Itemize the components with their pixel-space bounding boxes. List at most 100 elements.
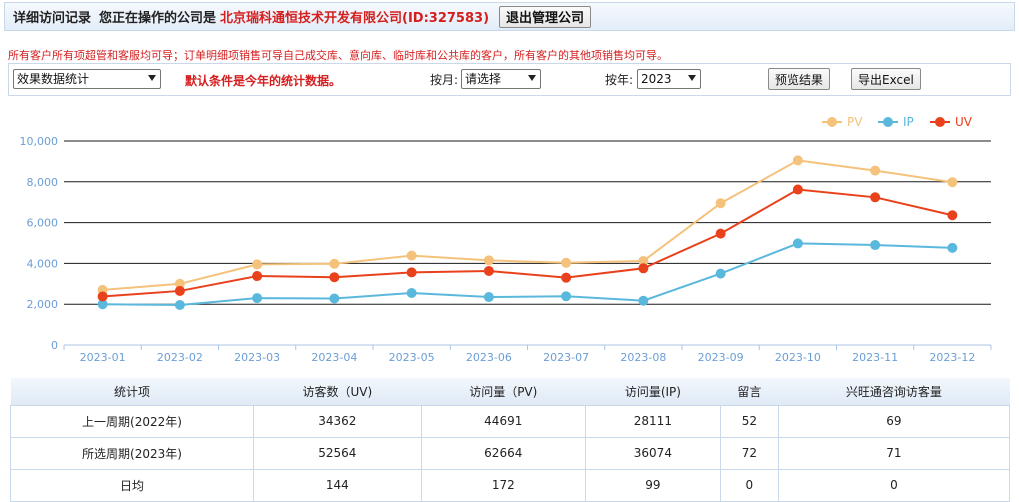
- table-cell: 62664: [420, 436, 586, 470]
- data-point: [715, 268, 726, 279]
- table-cell: 99: [584, 468, 721, 502]
- table-cell: 0: [719, 468, 779, 502]
- preview-button[interactable]: 预览结果: [768, 68, 831, 90]
- data-point: [792, 184, 803, 195]
- data-point: [947, 177, 958, 188]
- data-point: [870, 240, 881, 251]
- table-row: 所选周期(2023年) 52564 62664 36074 72 71: [10, 436, 1011, 470]
- data-point: [561, 272, 572, 283]
- column-header: 兴旺通咨询访客量: [778, 378, 1010, 405]
- data-point: [870, 192, 881, 203]
- x-axis-ticks: 2023-01 2023-02 2023-03 2023-04 2023-05 2023-…: [63, 345, 992, 364]
- data-point: [947, 242, 958, 253]
- export-excel-button[interactable]: 导出Excel: [851, 68, 921, 90]
- series-line: [102, 159, 953, 291]
- table-row: 上一周期(2022年) 34362 44691 28111 52 69: [10, 404, 1011, 438]
- operating-label: 您正在操作的公司是: [99, 11, 217, 26]
- series-uv: [97, 184, 958, 302]
- table-cell: 69: [777, 404, 1011, 438]
- table-cell: 36074: [584, 436, 721, 470]
- chart-legend[interactable]: PV IP UV: [822, 115, 973, 129]
- legend-item-ip[interactable]: IP: [878, 115, 914, 129]
- legend-marker: [883, 117, 893, 127]
- table-cell: 52564: [252, 436, 422, 470]
- table-cell: 所选周期(2023年): [10, 436, 254, 470]
- stat-type-value: 效果数据统计: [17, 72, 90, 86]
- data-point: [252, 271, 263, 282]
- y-tick-label: 0: [51, 339, 58, 352]
- data-point: [97, 299, 108, 310]
- x-tick-label: 2023-08: [620, 351, 666, 364]
- table-cell: 52: [719, 404, 779, 438]
- exit-company-button[interactable]: 退出管理公司: [499, 5, 592, 28]
- data-point: [483, 292, 494, 303]
- year-label: 按年:: [605, 73, 634, 87]
- table-header-row: 统计项 访客数（UV) 访问量（PV) 访问量(IP) 留言 兴旺通咨询访客量: [10, 378, 1010, 405]
- data-point: [947, 210, 958, 221]
- x-tick-label: 2023-02: [157, 351, 203, 364]
- table-cell: 72: [719, 436, 779, 470]
- series-pv: [97, 155, 958, 295]
- month-label: 按月:: [430, 73, 459, 87]
- data-point: [638, 263, 649, 274]
- legend-label: UV: [955, 115, 973, 129]
- y-tick-label: 4,000: [27, 257, 59, 270]
- month-select[interactable]: 请选择: [461, 69, 541, 89]
- data-point: [792, 238, 803, 249]
- table-cell: 44691: [420, 404, 586, 438]
- data-point: [715, 228, 726, 239]
- legend-item-uv[interactable]: UV: [930, 115, 973, 129]
- filter-bar: 效果数据统计 默认条件是今年的统计数据。 按月: 请选择 按年: 2023 预览…: [8, 63, 1011, 96]
- data-point: [252, 293, 263, 304]
- table-cell: 34362: [252, 404, 422, 438]
- page-title: 详细访问记录: [13, 11, 92, 26]
- default-condition-hint: 默认条件是今年的统计数据。: [185, 74, 342, 88]
- series-ip: [97, 238, 958, 311]
- data-point: [792, 155, 803, 166]
- x-tick-label: 2023-11: [852, 351, 898, 364]
- legend-marker: [827, 117, 837, 127]
- x-tick-label: 2023-10: [775, 351, 821, 364]
- year-select[interactable]: 2023: [637, 69, 701, 89]
- series-line: [102, 242, 953, 307]
- series-line: [102, 188, 953, 298]
- data-point: [174, 300, 185, 311]
- visits-line-chart: 0 2,000 4,000 6,000 8,000 10,000 2023-01 2023-…: [8, 107, 1011, 377]
- chart-series: [97, 155, 958, 311]
- x-tick-label: 2023-07: [543, 351, 589, 364]
- column-header: 访问量（PV): [421, 378, 586, 405]
- data-point: [638, 255, 649, 266]
- table-cell: 0: [777, 468, 1011, 502]
- table-cell: 71: [777, 436, 1011, 470]
- column-header: 留言: [720, 378, 779, 405]
- data-point: [715, 198, 726, 209]
- x-tick-label: 2023-12: [929, 351, 975, 364]
- legend-label: PV: [847, 115, 863, 129]
- data-point: [483, 255, 494, 266]
- chart-grid: [64, 140, 991, 346]
- export-permission-notice: 所有客户所有项超管和客服均可导；订单明细项销售可导自己成交库、意向库、临时库和公…: [8, 49, 668, 62]
- data-point: [97, 291, 108, 302]
- title-bar: 详细访问记录 您正在操作的公司是 北京瑞科通恒技术开发有限公司(ID:32758…: [4, 2, 1015, 31]
- column-header: 访客数（UV): [253, 378, 422, 405]
- table-cell: 172: [420, 468, 586, 502]
- data-point: [329, 258, 340, 269]
- table-body: 上一周期(2022年) 34362 44691 28111 52 69 所选周期(2023年…: [10, 404, 1011, 502]
- data-point: [483, 265, 494, 276]
- data-point: [406, 250, 417, 261]
- data-point: [561, 257, 572, 268]
- x-tick-label: 2023-06: [466, 351, 512, 364]
- data-point: [561, 291, 572, 302]
- data-point: [174, 285, 185, 296]
- y-tick-label: 8,000: [27, 176, 59, 189]
- chevron-down-icon: [528, 75, 536, 81]
- y-tick-label: 10,000: [20, 135, 59, 148]
- legend-item-pv[interactable]: PV: [822, 115, 863, 129]
- x-tick-label: 2023-01: [80, 351, 126, 364]
- data-point: [329, 293, 340, 304]
- month-select-value: 请选择: [465, 72, 502, 86]
- x-tick-label: 2023-03: [234, 351, 280, 364]
- data-point: [406, 287, 417, 298]
- stat-type-select[interactable]: 效果数据统计: [13, 69, 161, 89]
